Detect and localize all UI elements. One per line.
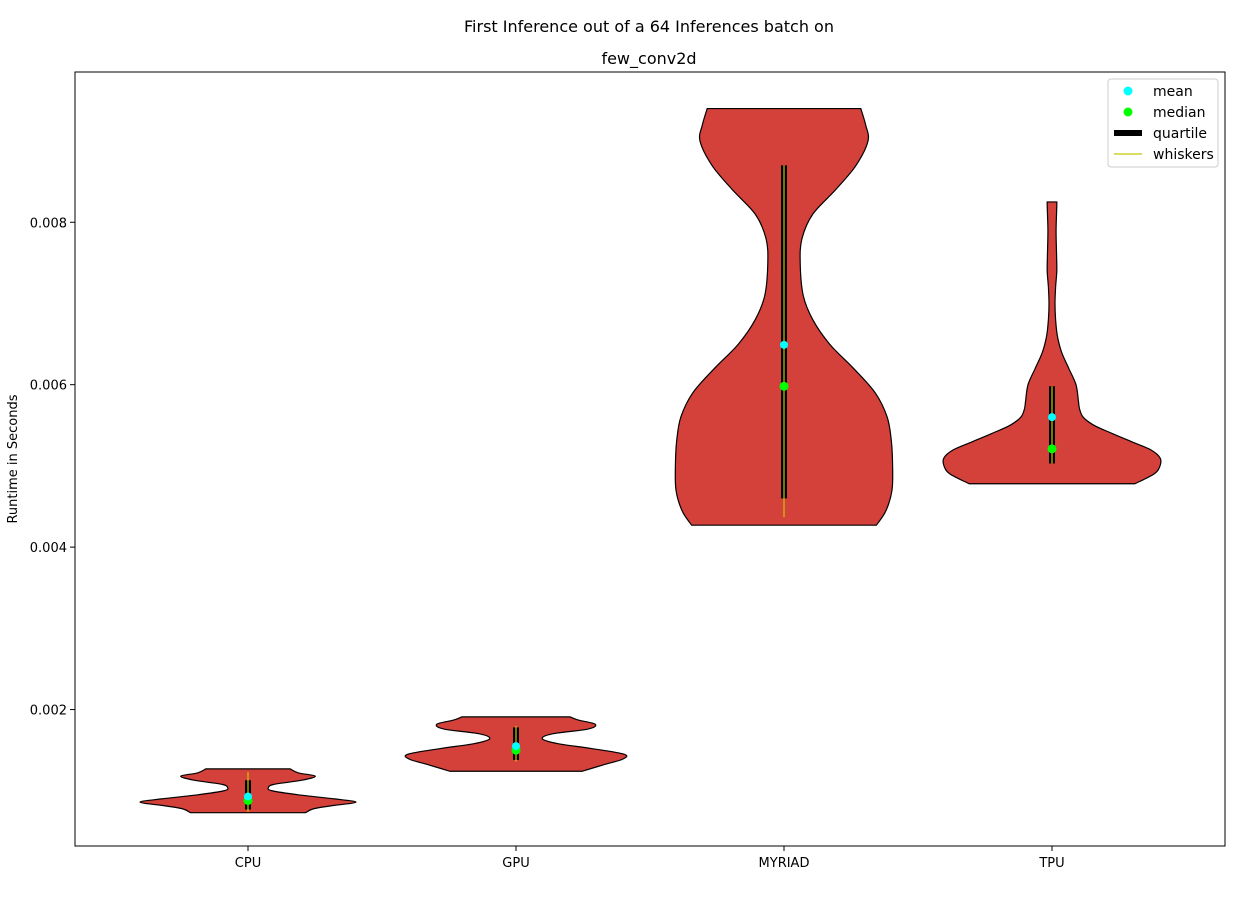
x-tick-label: CPU	[235, 856, 261, 871]
x-axis: CPU GPU MYRIAD TPU	[235, 846, 1065, 871]
violin-tpu	[942, 201, 1162, 485]
legend-label-quartile: quartile	[1153, 126, 1207, 142]
x-tick-label: TPU	[1038, 856, 1064, 871]
x-tick-label: MYRIAD	[759, 856, 810, 871]
y-tick-label: 0.002	[30, 704, 67, 719]
y-tick-label: 0.006	[30, 379, 67, 394]
y-axis: 0.002 0.004 0.006 0.008	[30, 216, 75, 719]
legend-label-whiskers: whiskers	[1153, 147, 1214, 163]
legend-box	[1107, 78, 1219, 168]
violin-group	[139, 107, 1162, 814]
y-tick-label: 0.008	[30, 216, 67, 231]
median-point	[1047, 444, 1057, 454]
mean-point	[244, 792, 252, 801]
y-tick-label: 0.004	[30, 541, 67, 556]
x-tick-label: GPU	[502, 856, 529, 871]
legend-label-mean: mean	[1153, 84, 1193, 100]
legend-marker-mean	[1123, 86, 1133, 96]
chart-title: First Inference out of a 64 Inferences b…	[464, 17, 834, 36]
chart-subtitle: few_conv2d	[601, 49, 696, 69]
y-axis-label: Runtime in Seconds	[6, 394, 21, 523]
mean-point	[1048, 413, 1056, 422]
legend-label-median: median	[1153, 105, 1205, 121]
legend: mean median quartile whiskers	[1107, 78, 1219, 168]
median-point	[779, 381, 789, 391]
mean-point	[780, 340, 788, 349]
legend-marker-median	[1123, 107, 1133, 117]
plot-area-frame	[74, 71, 1226, 847]
mean-point	[512, 742, 520, 751]
